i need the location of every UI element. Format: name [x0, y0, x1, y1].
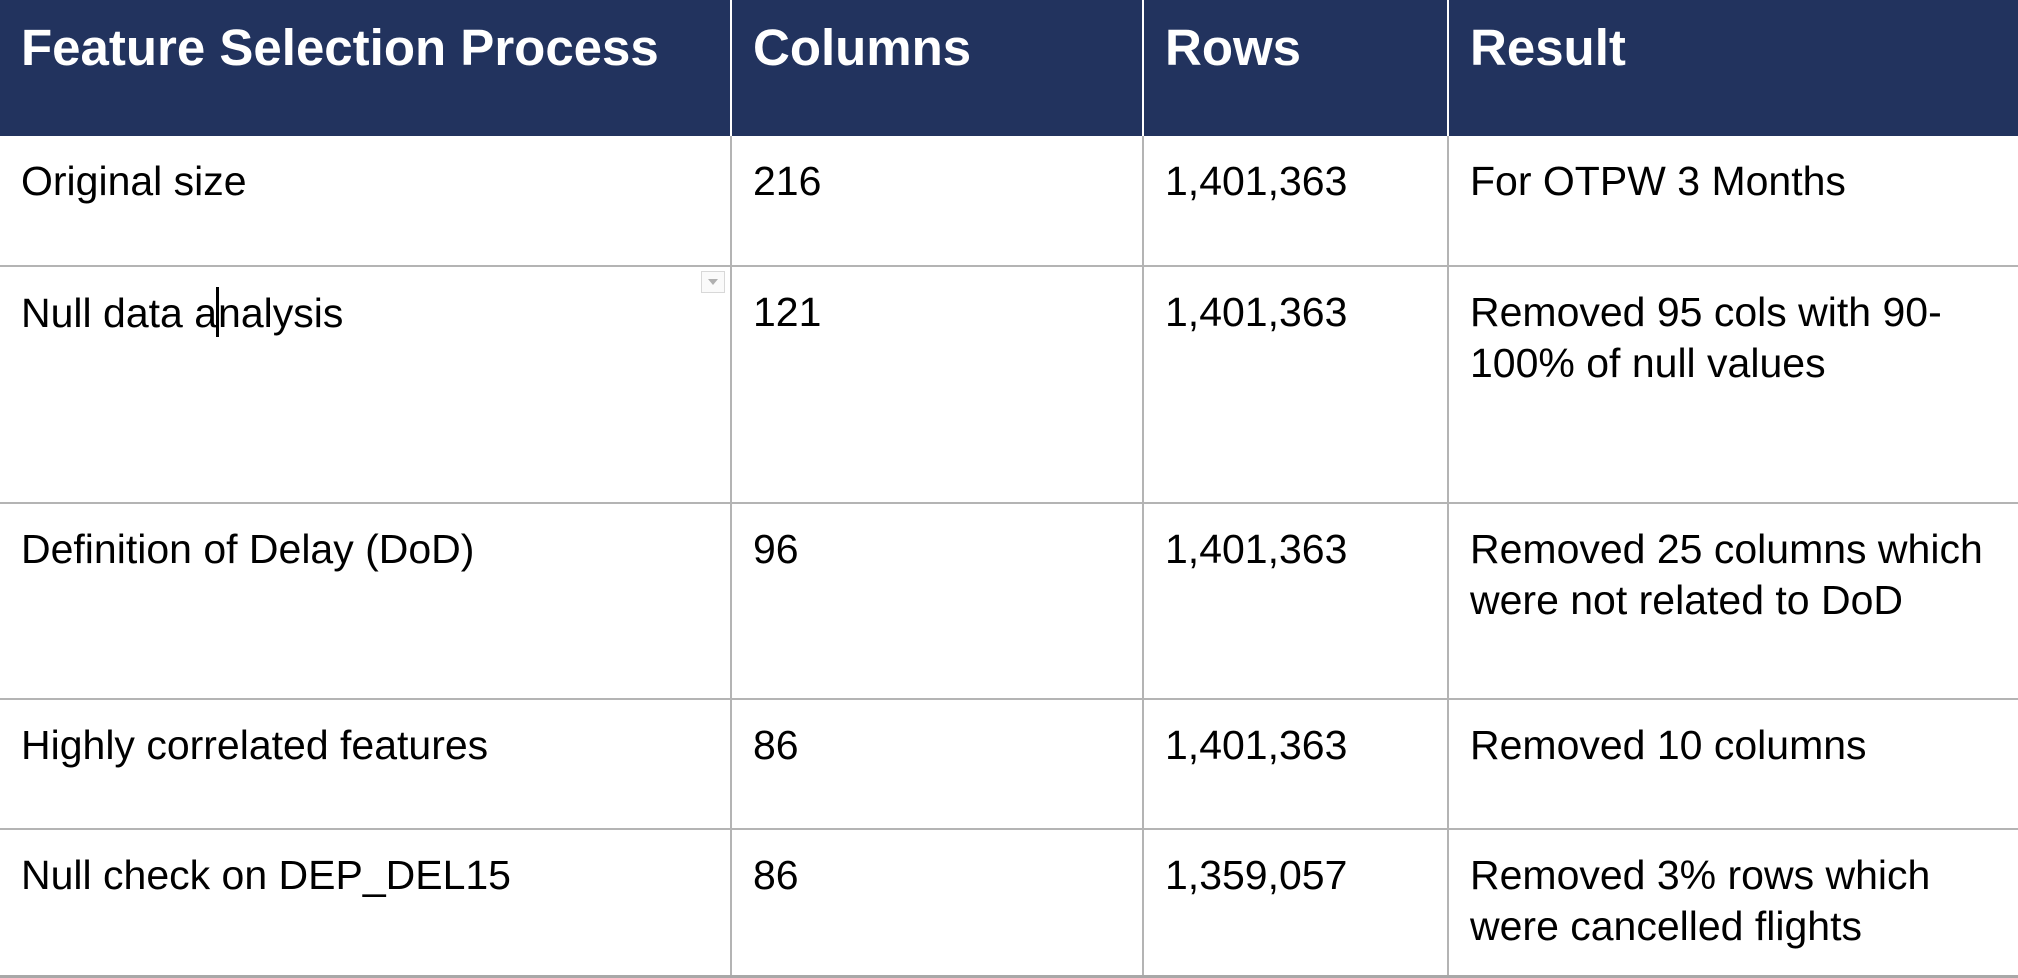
cell-result[interactable]: Removed 3% rows which were cancelled fli…	[1448, 829, 2018, 978]
cell-rows[interactable]: 1,401,363	[1143, 136, 1449, 267]
header-rows[interactable]: Rows	[1143, 0, 1449, 136]
cell-columns[interactable]: 86	[731, 829, 1144, 978]
cell-rows[interactable]: 1,359,057	[1143, 829, 1449, 978]
cell-text-before-cursor: Null data a	[21, 290, 218, 336]
table-row: Definition of Delay (DoD) 96 1,401,363 R…	[0, 503, 2018, 700]
cell-result[interactable]: Removed 95 cols with 90-100% of null val…	[1448, 266, 2018, 504]
header-result[interactable]: Result	[1448, 0, 2018, 136]
cell-process[interactable]: Null check on DEP_DEL15	[0, 829, 732, 978]
cell-process[interactable]: Highly correlated features	[0, 699, 732, 830]
cell-text-after-cursor: nalysis	[218, 290, 344, 336]
cell-result[interactable]: For OTPW 3 Months	[1448, 136, 2018, 267]
table-header-row: Feature Selection Process Columns Rows R…	[0, 0, 2018, 136]
header-feature-selection-process[interactable]: Feature Selection Process	[0, 0, 732, 136]
header-columns[interactable]: Columns	[731, 0, 1144, 136]
cell-rows[interactable]: 1,401,363	[1143, 266, 1449, 504]
cell-process[interactable]: Definition of Delay (DoD)	[0, 503, 732, 700]
cell-process-active[interactable]: Null data analysis	[0, 266, 732, 504]
cell-process[interactable]: Original size	[0, 136, 732, 267]
table-row: Original size 216 1,401,363 For OTPW 3 M…	[0, 136, 2018, 267]
cell-result[interactable]: Removed 10 columns	[1448, 699, 2018, 830]
cell-result[interactable]: Removed 25 columns which were not relate…	[1448, 503, 2018, 700]
cell-columns[interactable]: 121	[731, 266, 1144, 504]
cell-rows[interactable]: 1,401,363	[1143, 699, 1449, 830]
chevron-down-icon[interactable]	[701, 271, 725, 293]
cell-rows[interactable]: 1,401,363	[1143, 503, 1449, 700]
cell-columns[interactable]: 96	[731, 503, 1144, 700]
table-row: Null check on DEP_DEL15 86 1,359,057 Rem…	[0, 829, 2018, 978]
cell-columns[interactable]: 86	[731, 699, 1144, 830]
text-cursor	[216, 287, 220, 337]
cell-columns[interactable]: 216	[731, 136, 1144, 267]
table-row: Null data analysis 121 1,401,363 Removed…	[0, 266, 2018, 504]
table-row: Highly correlated features 86 1,401,363 …	[0, 699, 2018, 830]
